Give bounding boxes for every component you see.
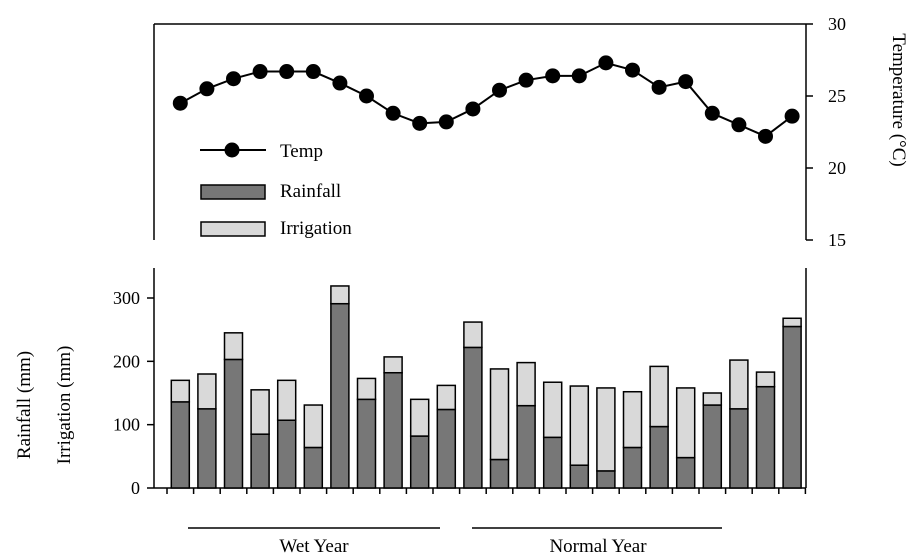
rainfall-bar [250, 433, 270, 489]
irrigation-bar [356, 377, 377, 401]
temp-point [199, 81, 215, 97]
irrigation-bar [702, 392, 723, 406]
irrigation-bar [223, 332, 244, 361]
irrigation-bar [516, 361, 536, 407]
y2-axis-title: Temperature (°C) [888, 33, 909, 166]
rainfall-bar [729, 408, 749, 489]
normal-year-label: Normal Year [549, 536, 647, 557]
legend: Temp Rainfall Irrigation [200, 141, 352, 239]
rainfall-bar [170, 401, 191, 489]
rainfall-bar [303, 446, 324, 489]
legend-irrigation-label: Irrigation [280, 218, 352, 239]
irrigation-bar [622, 390, 643, 449]
irrigation-bar [170, 379, 191, 403]
irrigation-bar [436, 384, 457, 411]
y2-tick-label: 25 [828, 86, 846, 106]
temp-point [571, 68, 587, 84]
temp-point [545, 68, 561, 84]
temp-point [279, 64, 295, 80]
irrigation-bar [782, 317, 802, 328]
rainfall-bar [569, 464, 590, 489]
irrigation-bar [569, 385, 590, 466]
y2-tick-label: 20 [828, 158, 846, 178]
irrigation-bar [463, 321, 483, 349]
y-axis-title-rainfall: Rainfall (mm) [14, 351, 35, 459]
temp-point [704, 105, 720, 121]
rainfall-bar [649, 425, 669, 489]
rainfall-bar [436, 408, 457, 489]
legend-irrigation-swatch [200, 221, 266, 237]
temp-point [758, 128, 773, 144]
irrigation-bar [250, 389, 270, 435]
temp-line-layer [172, 55, 800, 144]
rainfall-bar [782, 325, 802, 489]
temp-point [492, 82, 507, 98]
rainfall-bar [383, 371, 403, 489]
irrigation-bar [303, 404, 324, 449]
rainfall-bar [596, 470, 616, 489]
irrigation-bar [649, 365, 669, 428]
irrigation-bar [596, 387, 616, 472]
temp-point [651, 79, 667, 95]
temp-point [598, 55, 614, 71]
rainfall-bar [702, 404, 723, 489]
bars [170, 285, 802, 489]
irrigation-bar [197, 373, 217, 410]
group-labels: Wet Year Normal Year [188, 527, 722, 557]
rainfall-bar [409, 435, 430, 489]
rainfall-bar [276, 419, 297, 489]
rainfall-bar [197, 408, 217, 489]
temp-point [625, 62, 640, 78]
rainfall-bar [356, 398, 377, 489]
temp-point [252, 64, 268, 80]
rainfall-bar [755, 385, 776, 489]
temp-point [305, 64, 321, 80]
temp-point [784, 108, 800, 124]
rainfall-bar [223, 358, 244, 489]
rainfall-bar [516, 404, 536, 489]
rainfall-bar [463, 346, 483, 489]
legend-rainfall-swatch [200, 184, 266, 200]
temp-point [332, 75, 348, 91]
rainfall-bar [622, 446, 643, 489]
y2-tick-label: 15 [828, 230, 846, 250]
wet-year-label: Wet Year [279, 536, 349, 557]
temp-point [731, 117, 747, 133]
irrigation-bar [675, 387, 696, 459]
y-tick-label: 200 [113, 351, 140, 371]
temp-point [359, 88, 374, 104]
legend-rainfall-label: Rainfall [280, 181, 341, 202]
y-tick-label: 300 [113, 288, 140, 308]
temp-line [179, 61, 793, 138]
temp-point [678, 74, 694, 90]
irrigation-bar [383, 356, 403, 374]
rainfall-bar [330, 302, 350, 489]
temp-point [172, 95, 188, 111]
temp-point [518, 72, 534, 88]
irrigation-bar [330, 285, 350, 305]
irrigation-bar [409, 398, 430, 437]
irrigation-bar [542, 381, 563, 439]
irrigation-bar [276, 379, 297, 421]
legend-temp-label: Temp [280, 141, 323, 162]
y-axis-title-irrigation: Irrigation (mm) [54, 346, 75, 465]
legend-temp-marker [224, 142, 240, 158]
rainfall-bar [489, 458, 510, 489]
irrigation-bar [729, 359, 749, 410]
temp-point [412, 115, 428, 131]
temp-point [385, 105, 401, 121]
rainfall-bar [675, 456, 696, 489]
irrigation-bar [489, 368, 510, 461]
temp-point [465, 101, 481, 117]
y-tick-label: 100 [113, 415, 140, 435]
temp-point [438, 114, 454, 130]
y2-tick-label: 30 [828, 14, 846, 34]
irrigation-bar [755, 371, 776, 388]
y-tick-label: 0 [131, 478, 140, 498]
temp-point [226, 71, 241, 87]
rainfall-bar [542, 436, 563, 489]
